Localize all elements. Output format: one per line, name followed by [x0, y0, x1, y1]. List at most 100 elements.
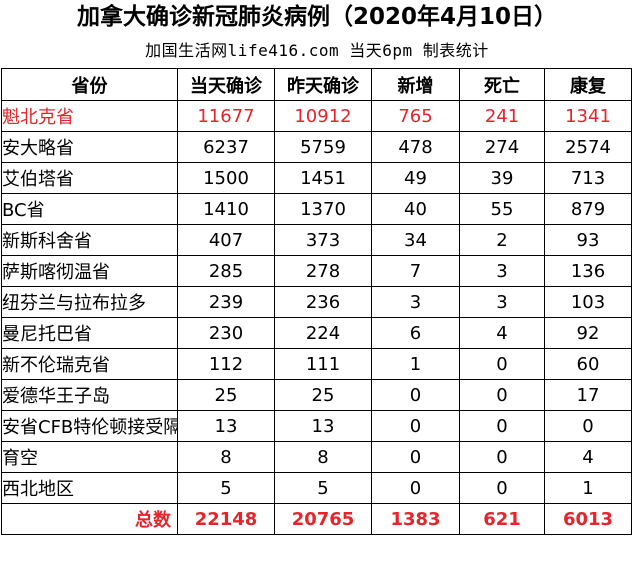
- table-row: 新不伦瑞克省 112 111 1 0 60: [1, 348, 632, 380]
- province-cell: 育空: [1, 441, 178, 473]
- total-row: 总数 22148 20765 1383 621 6013: [1, 503, 632, 535]
- today-confirmed-cell: 5: [177, 472, 275, 504]
- province-cell: 爱德华王子岛: [1, 379, 178, 411]
- recovered-cell: 17: [544, 379, 632, 411]
- recovered-cell: 0: [544, 410, 632, 442]
- today-confirmed-cell: 1410: [177, 193, 275, 225]
- table-row: 西北地区 5 5 0 0 1: [1, 472, 632, 504]
- new-cases-cell: 40: [371, 193, 460, 225]
- recovered-cell: 1341: [544, 100, 632, 132]
- yesterday-confirmed-cell: 5: [274, 472, 372, 504]
- column-header-deaths: 死亡: [459, 68, 545, 101]
- recovered-cell: 60: [544, 348, 632, 380]
- today-confirmed-cell: 1500: [177, 162, 275, 194]
- province-cell: 新不伦瑞克省: [1, 348, 178, 380]
- today-confirmed-cell: 285: [177, 255, 275, 287]
- province-cell: BC省: [1, 193, 178, 225]
- province-cell: 新斯科舍省: [1, 224, 178, 256]
- yesterday-confirmed-cell: 5759: [274, 131, 372, 163]
- yesterday-confirmed-cell: 278: [274, 255, 372, 287]
- deaths-cell: 241: [459, 100, 545, 132]
- table-header-row: 省份 当天确诊 昨天确诊 新增 死亡 康复: [1, 68, 632, 101]
- recovered-cell: 93: [544, 224, 632, 256]
- table-row: 纽芬兰与拉布拉多 239 236 3 3 103: [1, 286, 632, 318]
- province-cell: 曼尼托巴省: [1, 317, 178, 349]
- deaths-cell: 0: [459, 379, 545, 411]
- deaths-cell: 0: [459, 410, 545, 442]
- new-cases-cell: 6: [371, 317, 460, 349]
- province-cell: 安省CFB特伦顿接受隔离: [1, 410, 178, 442]
- today-confirmed-cell: 239: [177, 286, 275, 318]
- recovered-cell: 103: [544, 286, 632, 318]
- province-cell: 西北地区: [1, 472, 178, 504]
- new-cases-cell: 0: [371, 441, 460, 473]
- recovered-cell: 4: [544, 441, 632, 473]
- today-confirmed-cell: 25: [177, 379, 275, 411]
- new-cases-cell: 0: [371, 472, 460, 504]
- yesterday-confirmed-cell: 373: [274, 224, 372, 256]
- total-recovered: 6013: [544, 503, 632, 535]
- today-confirmed-cell: 6237: [177, 131, 275, 163]
- recovered-cell: 879: [544, 193, 632, 225]
- column-header-new: 新增: [371, 68, 460, 101]
- new-cases-cell: 765: [371, 100, 460, 132]
- deaths-cell: 55: [459, 193, 545, 225]
- page-subtitle: 加国生活网life416.com 当天6pm 制表统计: [145, 41, 489, 60]
- new-cases-cell: 7: [371, 255, 460, 287]
- new-cases-cell: 49: [371, 162, 460, 194]
- deaths-cell: 3: [459, 255, 545, 287]
- yesterday-confirmed-cell: 8: [274, 441, 372, 473]
- column-header-today-confirmed: 当天确诊: [177, 68, 275, 101]
- total-label: 总数: [1, 503, 178, 535]
- yesterday-confirmed-cell: 1370: [274, 193, 372, 225]
- province-cell: 艾伯塔省: [1, 162, 178, 194]
- recovered-cell: 92: [544, 317, 632, 349]
- deaths-cell: 274: [459, 131, 545, 163]
- province-cell: 萨斯喀彻温省: [1, 255, 178, 287]
- province-cell: 安大略省: [1, 131, 178, 163]
- today-confirmed-cell: 11677: [177, 100, 275, 132]
- yesterday-confirmed-cell: 236: [274, 286, 372, 318]
- yesterday-confirmed-cell: 1451: [274, 162, 372, 194]
- recovered-cell: 713: [544, 162, 632, 194]
- total-yesterday-confirmed: 20765: [274, 503, 372, 535]
- deaths-cell: 2: [459, 224, 545, 256]
- yesterday-confirmed-cell: 10912: [274, 100, 372, 132]
- column-header-yesterday-confirmed: 昨天确诊: [274, 68, 372, 101]
- today-confirmed-cell: 112: [177, 348, 275, 380]
- today-confirmed-cell: 407: [177, 224, 275, 256]
- new-cases-cell: 1: [371, 348, 460, 380]
- new-cases-cell: 0: [371, 410, 460, 442]
- today-confirmed-cell: 230: [177, 317, 275, 349]
- table-row: 萨斯喀彻温省 285 278 7 3 136: [1, 255, 632, 287]
- deaths-cell: 0: [459, 441, 545, 473]
- deaths-cell: 0: [459, 348, 545, 380]
- table-row: 曼尼托巴省 230 224 6 4 92: [1, 317, 632, 349]
- total-deaths: 621: [459, 503, 545, 535]
- page-title: 加拿大确诊新冠肺炎病例（2020年4月10日）: [76, 4, 558, 30]
- table-row: 育空 8 8 0 0 4: [1, 441, 632, 473]
- recovered-cell: 136: [544, 255, 632, 287]
- new-cases-cell: 34: [371, 224, 460, 256]
- recovered-cell: 1: [544, 472, 632, 504]
- recovered-cell: 2574: [544, 131, 632, 163]
- total-today-confirmed: 22148: [177, 503, 275, 535]
- table-row: BC省 1410 1370 40 55 879: [1, 193, 632, 225]
- table-row: 爱德华王子岛 25 25 0 0 17: [1, 379, 632, 411]
- new-cases-cell: 0: [371, 379, 460, 411]
- table-row: 魁北克省 11677 10912 765 241 1341: [1, 100, 632, 132]
- total-new-cases: 1383: [371, 503, 460, 535]
- today-confirmed-cell: 8: [177, 441, 275, 473]
- deaths-cell: 0: [459, 472, 545, 504]
- yesterday-confirmed-cell: 224: [274, 317, 372, 349]
- cases-table: 省份 当天确诊 昨天确诊 新增 死亡 康复 魁北克省 11677 10912 7…: [1, 68, 632, 535]
- deaths-cell: 4: [459, 317, 545, 349]
- province-cell: 纽芬兰与拉布拉多: [1, 286, 178, 318]
- today-confirmed-cell: 13: [177, 410, 275, 442]
- province-cell: 魁北克省: [1, 100, 178, 132]
- table-row: 安大略省 6237 5759 478 274 2574: [1, 131, 632, 163]
- deaths-cell: 39: [459, 162, 545, 194]
- column-header-recovered: 康复: [544, 68, 632, 101]
- yesterday-confirmed-cell: 13: [274, 410, 372, 442]
- table-row: 安省CFB特伦顿接受隔离 13 13 0 0 0: [1, 410, 632, 442]
